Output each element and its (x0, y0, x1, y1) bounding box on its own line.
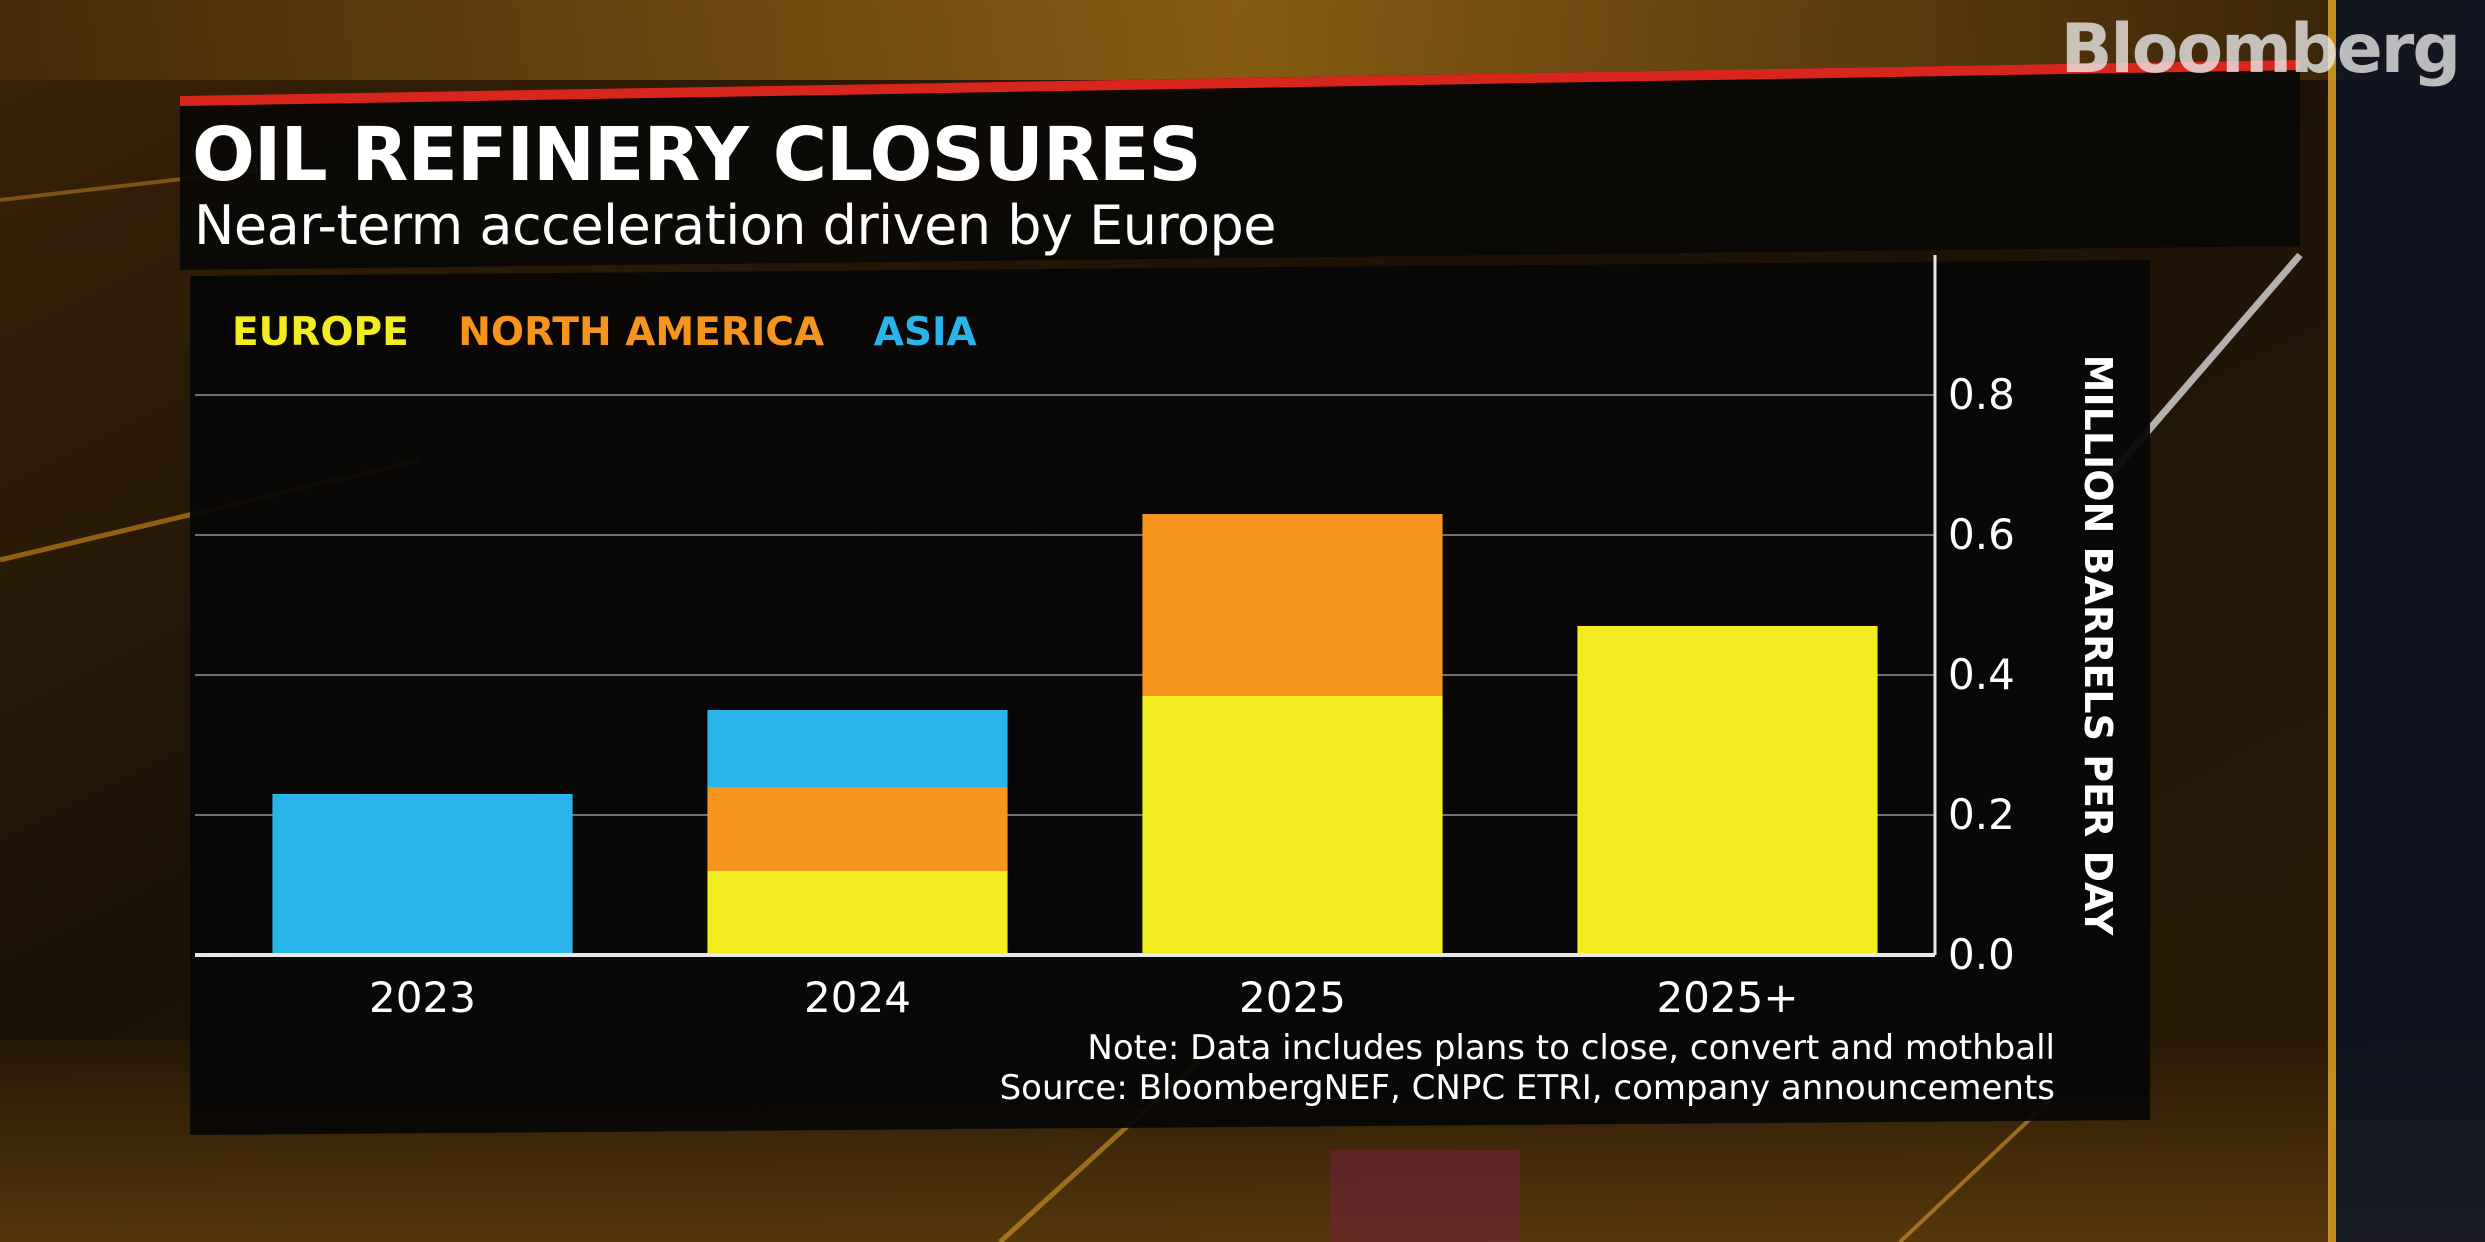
bar-segment-europe (707, 871, 1008, 955)
legend-item-europe: EUROPE (232, 310, 409, 355)
bar-segment-north-america (1142, 514, 1443, 696)
bars (272, 514, 1878, 955)
y-tick-label: 0.6 (1948, 510, 2015, 559)
x-category-label: 2025+ (1656, 973, 1798, 1022)
y-tick-label: 0.2 (1948, 790, 2015, 839)
y-axis-ticks: 0.0 0.2 0.4 0.6 0.8 (1948, 370, 2015, 979)
chart-title: OIL REFINERY CLOSURES (192, 112, 1202, 198)
x-axis-labels: 2023 2024 2025 2025+ (369, 973, 1798, 1022)
legend-item-asia: ASIA (873, 310, 977, 355)
bar-segment-europe (1142, 696, 1443, 955)
bar-segment-asia (272, 794, 573, 955)
x-category-label: 2023 (369, 973, 476, 1022)
y-tick-label: 0.0 (1948, 930, 2015, 979)
bar-segment-europe (1577, 626, 1878, 955)
legend: EUROPE NORTH AMERICA ASIA (232, 310, 1013, 355)
legend-item-north-america: NORTH AMERICA (458, 310, 825, 355)
y-axis-label: MILLION BARRELS PER DAY (2076, 355, 2120, 936)
x-category-label: 2025 (1239, 973, 1346, 1022)
bar-segment-asia (707, 710, 1008, 787)
y-tick-label: 0.8 (1948, 370, 2015, 419)
footnote-note: Note: Data includes plans to close, conv… (1087, 1028, 2055, 1068)
bloomberg-logo: Bloomberg (2060, 10, 2461, 89)
footnote-source: Source: BloombergNEF, CNPC ETRI, company… (999, 1068, 2055, 1108)
y-tick-label: 0.4 (1948, 650, 2015, 699)
x-category-label: 2024 (804, 973, 911, 1022)
chart-subtitle: Near-term acceleration driven by Europe (194, 194, 1277, 257)
bar-segment-north-america (707, 787, 1008, 871)
footnotes: Note: Data includes plans to close, conv… (1000, 1028, 2055, 1108)
